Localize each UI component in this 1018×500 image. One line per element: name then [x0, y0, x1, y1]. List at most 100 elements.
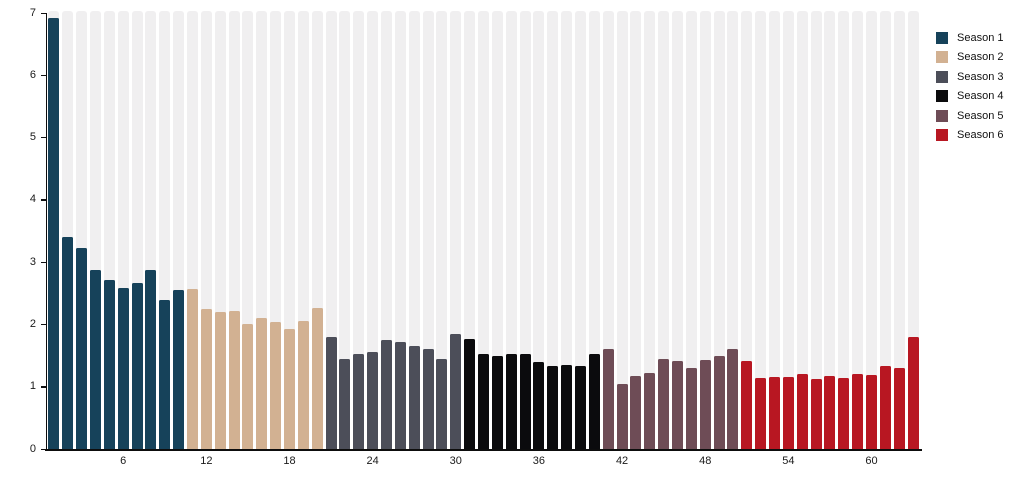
legend-label: Season 2 — [957, 51, 1004, 64]
bar-season-6-episode-51 — [741, 360, 753, 449]
background-stripe — [408, 11, 420, 449]
legend-item-season-5[interactable]: Season 5 — [936, 109, 1016, 124]
bar-season-6-episode-58 — [838, 377, 850, 449]
background-stripe — [131, 11, 143, 449]
bar-season-3-episode-21 — [325, 336, 337, 449]
bar-season-5-episode-43 — [630, 375, 642, 449]
legend-item-season-6[interactable]: Season 6 — [936, 129, 1016, 143]
legend-item-season-4[interactable]: Season 4 — [936, 90, 1016, 104]
y-axis-label: 5 — [29, 131, 36, 144]
legend-item-season-2[interactable]: Season 2 — [936, 51, 1016, 65]
bar-season-4-episode-32 — [478, 353, 489, 449]
bar-season-3-episode-29 — [436, 358, 448, 449]
y-tick-mark — [41, 448, 46, 450]
bar-season-5-episode-41 — [602, 349, 614, 449]
legend-item-season-1[interactable]: Season 1 — [936, 32, 1016, 46]
background-stripe — [838, 11, 850, 449]
bar-season-2-episode-15 — [242, 323, 254, 449]
background-stripe — [159, 11, 171, 449]
background-stripe — [464, 11, 476, 449]
bar-season-3-episode-26 — [394, 341, 406, 449]
background-stripe — [879, 11, 891, 449]
bar-season-2-episode-19 — [297, 320, 309, 449]
background-stripe — [297, 11, 309, 449]
background-stripe — [519, 11, 531, 449]
background-stripe — [311, 11, 323, 449]
background-stripe — [866, 11, 877, 449]
background-stripe — [76, 11, 88, 449]
x-axis-label: 12 — [200, 455, 213, 467]
background-stripe — [685, 11, 697, 449]
background-stripe — [173, 11, 185, 449]
bar-season-3-episode-22 — [339, 359, 351, 449]
bar-season-3-episode-27 — [408, 346, 420, 449]
bar-season-2-episode-13 — [214, 311, 226, 449]
background-stripe — [436, 11, 448, 449]
legend-label: Season 6 — [957, 129, 1004, 141]
legend-label: Season 1 — [957, 32, 1004, 44]
background-stripe — [699, 11, 711, 449]
background-stripe — [381, 11, 392, 449]
background-stripe — [228, 11, 240, 449]
bar-season-4-episode-40 — [588, 354, 600, 449]
x-axis-label: 42 — [615, 455, 629, 467]
y-tick-mark — [41, 74, 46, 77]
y-axis-label: 6 — [29, 68, 36, 81]
background-stripe — [325, 11, 337, 449]
background-stripe — [103, 11, 115, 449]
bar-season-1-episode-10 — [173, 290, 185, 449]
bar-season-2-episode-17 — [270, 321, 282, 449]
bar-season-2-episode-20 — [311, 307, 323, 449]
bar-season-2-episode-12 — [200, 309, 212, 449]
bar-season-6-episode-52 — [755, 377, 767, 449]
y-tick-mark — [41, 199, 46, 201]
bar-season-1-episode-2 — [62, 236, 74, 449]
bar-season-4-episode-36 — [533, 361, 545, 449]
background-stripe — [630, 11, 642, 449]
background-stripe — [214, 11, 226, 449]
background-stripe — [478, 11, 489, 449]
background-stripe — [422, 11, 434, 449]
x-axis-line — [45, 449, 922, 451]
background-stripe — [505, 11, 517, 449]
legend-swatch — [936, 70, 948, 83]
bar-season-6-episode-53 — [769, 377, 780, 449]
x-axis-label: 18 — [283, 455, 296, 467]
bar-season-3-episode-30 — [450, 334, 462, 449]
legend-swatch — [936, 32, 948, 44]
legend-item-season-3[interactable]: Season 3 — [936, 70, 1016, 85]
y-tick-mark — [41, 261, 46, 264]
x-axis-label: 6 — [120, 455, 127, 467]
bar-season-4-episode-35 — [519, 353, 531, 449]
background-stripe — [907, 11, 919, 449]
legend-swatch — [936, 90, 948, 103]
background-stripe — [533, 11, 545, 449]
bar-season-5-episode-46 — [672, 361, 683, 449]
background-stripe — [256, 11, 268, 449]
background-stripe — [644, 11, 656, 449]
bar-season-1-episode-9 — [159, 300, 171, 449]
background-stripe — [713, 11, 725, 449]
bar-season-4-episode-38 — [561, 364, 573, 449]
background-stripe — [575, 11, 586, 449]
background-stripe — [658, 11, 670, 449]
background-stripe — [561, 11, 573, 449]
background-stripe — [796, 11, 808, 449]
y-tick-mark — [41, 323, 46, 326]
bar-season-5-episode-49 — [713, 355, 725, 449]
background-stripe — [353, 11, 365, 449]
bar-season-2-episode-14 — [228, 311, 240, 449]
background-stripe — [394, 11, 406, 449]
bar-season-2-episode-16 — [256, 317, 268, 449]
bar-season-1-episode-3 — [76, 248, 88, 449]
background-stripe — [824, 11, 836, 449]
bar-season-6-episode-63 — [907, 336, 919, 449]
bar-season-6-episode-54 — [782, 377, 794, 449]
bar-season-5-episode-42 — [616, 384, 628, 449]
background-stripe — [602, 11, 614, 449]
bar-season-1-episode-4 — [90, 269, 101, 449]
bar-season-6-episode-59 — [852, 373, 864, 449]
legend-label: Season 3 — [957, 70, 1004, 83]
y-axis-label: 0 — [29, 442, 36, 455]
